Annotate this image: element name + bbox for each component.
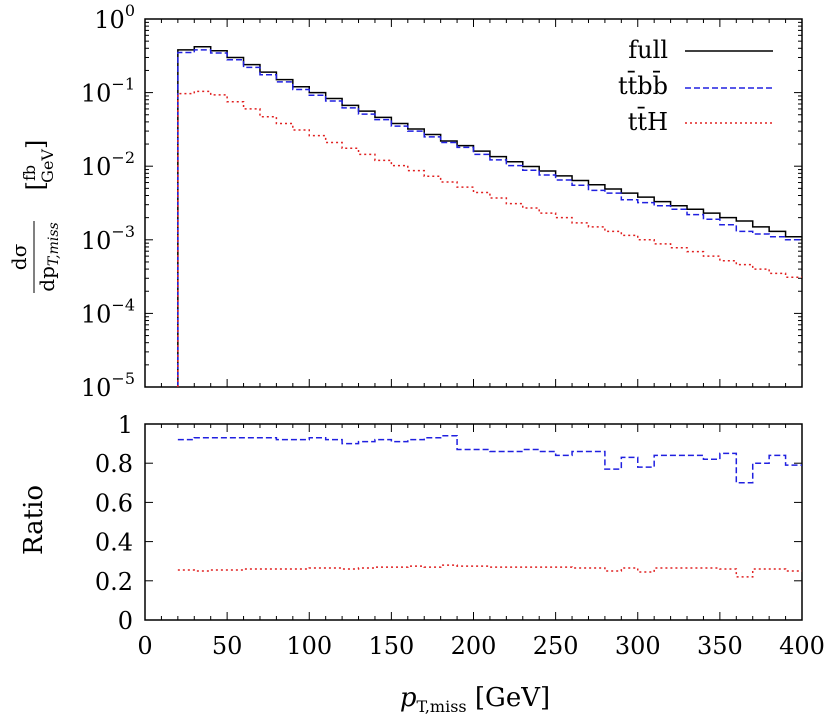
y-tick-label: 10−1	[81, 75, 135, 108]
y-tick-label: 100	[94, 1, 135, 34]
series-top-panel-0	[177, 45, 802, 387]
x-tick-label: 250	[533, 632, 579, 660]
bottom-panel-frame	[144, 423, 803, 621]
y-tick-label: 0.2	[95, 568, 133, 596]
x-axis-label: pT,miss [GeV]	[400, 683, 550, 716]
series-top-panel-2	[177, 90, 802, 387]
series-bottom-panel-1	[177, 564, 802, 578]
x-tick-label: 50	[212, 632, 243, 660]
bottom-panel: 0 0.2 0.4 0.6 0.8 1 0 50 100 150 200 250 300 350 400	[95, 411, 825, 660]
y-tick-label: 10−5	[81, 369, 135, 402]
x-tick-label: 0	[137, 632, 152, 660]
top-y-axis-label-numerator: dσ	[7, 243, 31, 270]
legend-label-tth: tt̄H	[628, 107, 668, 136]
top-y-axis-label: dσ dpT,miss [fbGeV]	[7, 140, 62, 293]
y-tick-label: 10−4	[81, 295, 135, 328]
series-bottom-panel-0	[177, 435, 802, 484]
y-tick-label: 10−2	[81, 148, 135, 181]
x-tick-label: 100	[286, 632, 332, 660]
y-tick-label: 10−3	[81, 222, 135, 255]
legend: full tt̄bb̄ tt̄H	[618, 36, 773, 136]
series-top-panel-1	[177, 49, 802, 387]
x-tick-label: 300	[615, 632, 661, 660]
top-panel: 100 10−1 10−2 10−3 10−4 10−5	[81, 1, 803, 402]
x-tick-label: 200	[451, 632, 497, 660]
x-tick-label: 150	[368, 632, 414, 660]
legend-label-ttbb: tt̄bb̄	[618, 71, 668, 100]
x-tick-label: 400	[779, 632, 825, 660]
top-y-axis-label-denominator: dpT,miss	[35, 222, 62, 291]
y-tick-label: 1	[118, 411, 133, 439]
top-y-axis-label-unit: [fbGeV]	[20, 140, 57, 191]
y-tick-label: 0.4	[95, 529, 133, 557]
y-tick-label: 0	[118, 607, 133, 635]
bottom-y-axis-label: Ratio	[19, 485, 49, 555]
y-tick-label: 0.6	[95, 489, 133, 517]
y-tick-label: 0.8	[95, 450, 133, 478]
x-tick-label: 350	[697, 632, 743, 660]
top-panel-frame	[144, 18, 803, 388]
legend-label-full: full	[628, 36, 668, 64]
